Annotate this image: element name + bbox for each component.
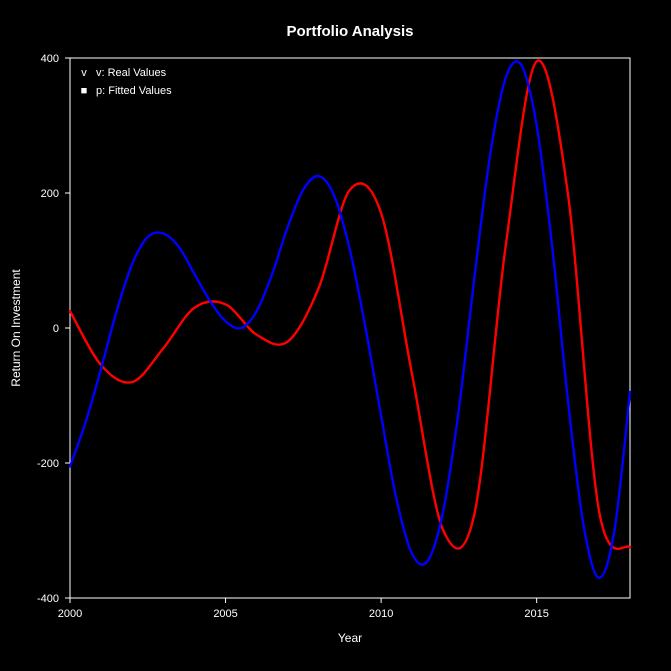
x-tick-label: 2010 <box>369 608 393 620</box>
chart-background <box>0 0 671 671</box>
portfolio-chart: Portfolio Analysis Year Return On Invest… <box>0 0 671 671</box>
y-tick-label: -200 <box>37 458 59 470</box>
y-tick-label: 400 <box>41 53 59 65</box>
legend-glyph-1: ■ <box>81 85 88 97</box>
legend-glyph-0: v <box>81 67 87 79</box>
y-tick-label: -400 <box>37 593 59 605</box>
y-tick-label: 0 <box>53 323 59 335</box>
y-axis-label: Return On Investment <box>9 269 23 387</box>
legend-label-1: p: Fitted Values <box>96 85 172 97</box>
x-axis-label: Year <box>338 631 362 645</box>
x-tick-label: 2015 <box>524 608 548 620</box>
x-tick-label: 2000 <box>58 608 82 620</box>
x-tick-label: 2005 <box>213 608 237 620</box>
y-tick-label: 200 <box>41 188 59 200</box>
legend-label-0: v: Real Values <box>96 67 167 79</box>
chart-title: Portfolio Analysis <box>287 23 414 40</box>
